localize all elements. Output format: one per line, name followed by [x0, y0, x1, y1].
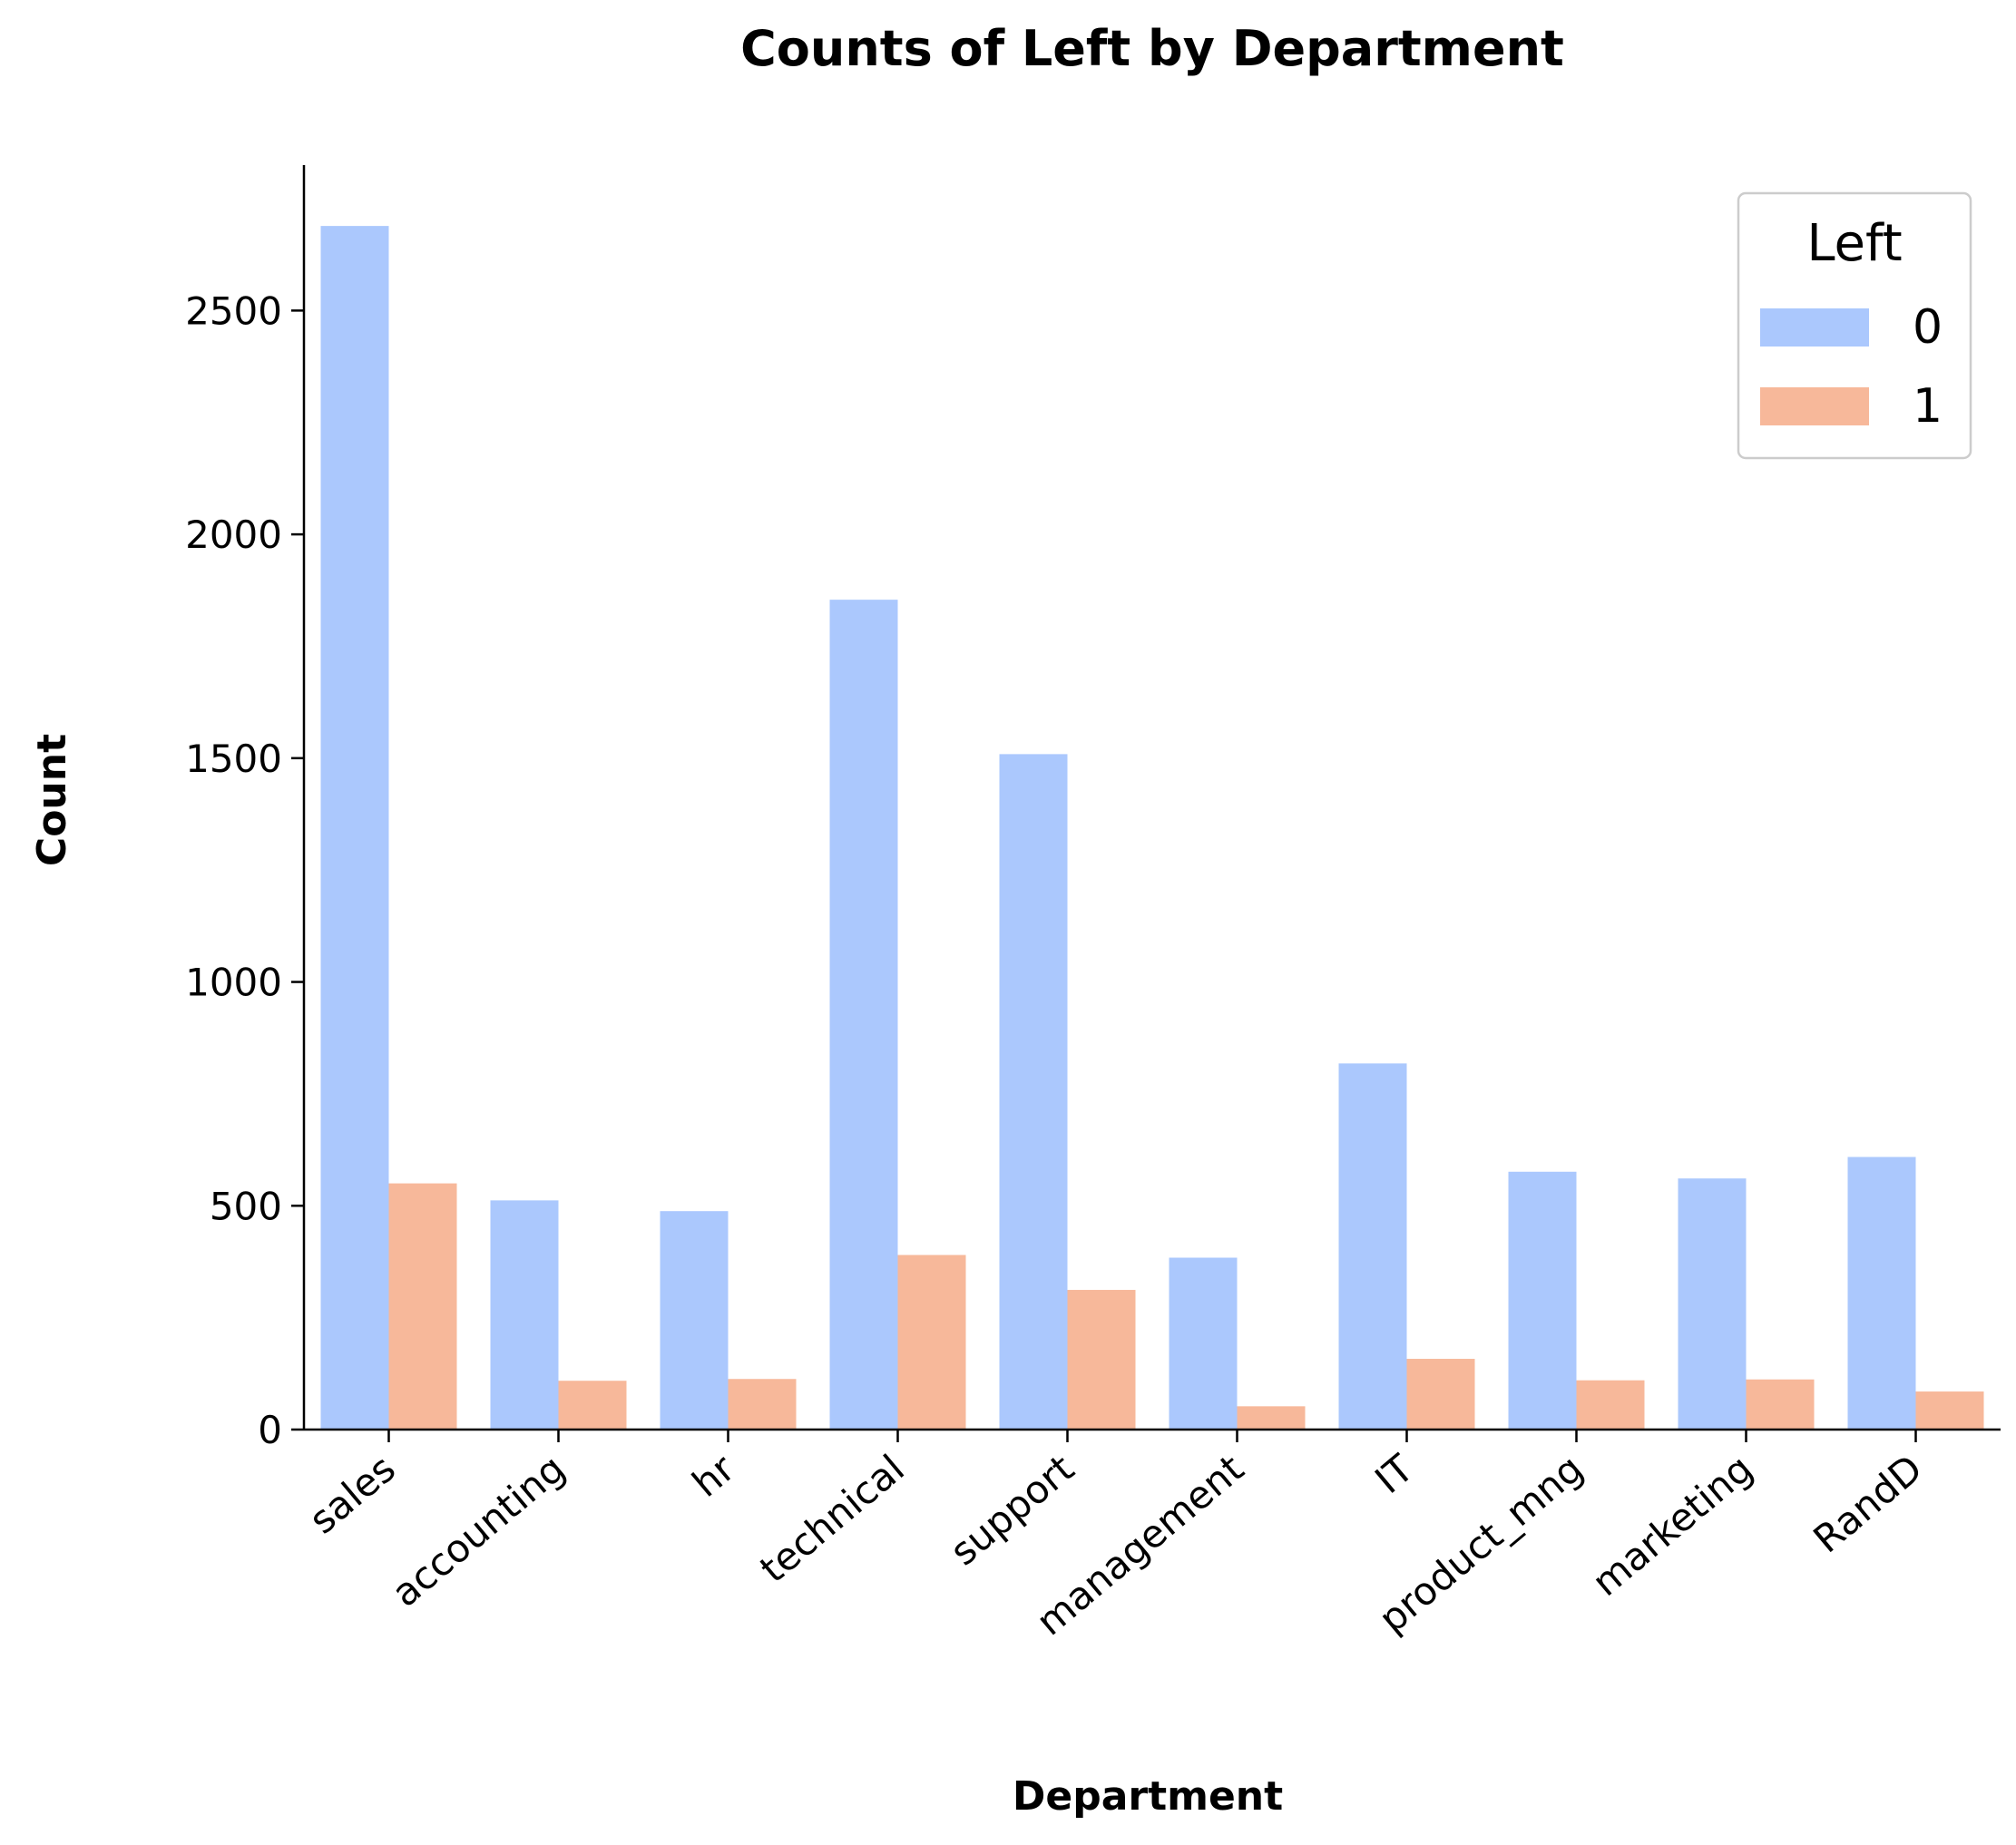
bar-hr-left-0: [661, 1211, 729, 1430]
y-tick-label: 2500: [185, 288, 282, 333]
bar-hr-left-1: [729, 1379, 797, 1430]
bar-support-left-0: [1000, 754, 1068, 1430]
x-tick-label-accounting: accounting: [383, 1446, 573, 1616]
legend-swatch-0: [1760, 308, 1869, 347]
x-tick-label-IT: IT: [1366, 1446, 1422, 1502]
bar-technical-left-0: [830, 600, 898, 1430]
y-tick-label: 1500: [185, 737, 282, 781]
bar-accounting-left-1: [559, 1381, 627, 1430]
y-tick-label: 1000: [185, 961, 282, 1005]
x-axis-label: Department: [1013, 1773, 1283, 1820]
bar-marketing-left-0: [1678, 1178, 1747, 1430]
bar-sales-left-1: [389, 1184, 457, 1430]
bar-support-left-1: [1068, 1290, 1136, 1430]
y-tick-label: 0: [258, 1408, 282, 1452]
bar-IT-left-1: [1407, 1359, 1475, 1430]
bar-RandD-left-0: [1848, 1157, 1916, 1430]
legend-label-0: 0: [1913, 300, 1943, 355]
x-tick-label-hr: hr: [684, 1446, 744, 1506]
bar-IT-left-0: [1339, 1063, 1407, 1430]
y-axis: 0 500 1000 1500 2000 2500: [185, 165, 304, 1452]
bar-technical-left-1: [898, 1255, 966, 1430]
bar-management-left-0: [1169, 1258, 1238, 1430]
chart-title: Counts of Left by Department: [740, 20, 1564, 77]
bar-product_mng-left-1: [1577, 1381, 1645, 1430]
x-tick-label-support: support: [942, 1446, 1082, 1574]
x-tick-label-technical: technical: [751, 1446, 913, 1591]
legend-title: Left: [1806, 214, 1902, 273]
y-tick-label: 2000: [185, 512, 282, 557]
bar-management-left-1: [1238, 1406, 1306, 1430]
x-tick-label-marketing: marketing: [1583, 1446, 1760, 1605]
bar-marketing-left-1: [1747, 1380, 1815, 1430]
bar-sales-left-0: [321, 226, 389, 1430]
y-axis-label: Count: [29, 734, 75, 866]
bar-RandD-left-1: [1916, 1391, 1984, 1430]
legend-swatch-1: [1760, 387, 1869, 425]
y-tick-label: 500: [210, 1184, 282, 1228]
bar-accounting-left-0: [491, 1200, 559, 1430]
x-tick-label-sales: sales: [300, 1446, 403, 1542]
bars-group: [321, 226, 1984, 1430]
x-tick-label-RandD: RandD: [1805, 1446, 1930, 1561]
bar-product_mng-left-0: [1509, 1172, 1577, 1430]
legend-label-1: 1: [1913, 379, 1943, 434]
